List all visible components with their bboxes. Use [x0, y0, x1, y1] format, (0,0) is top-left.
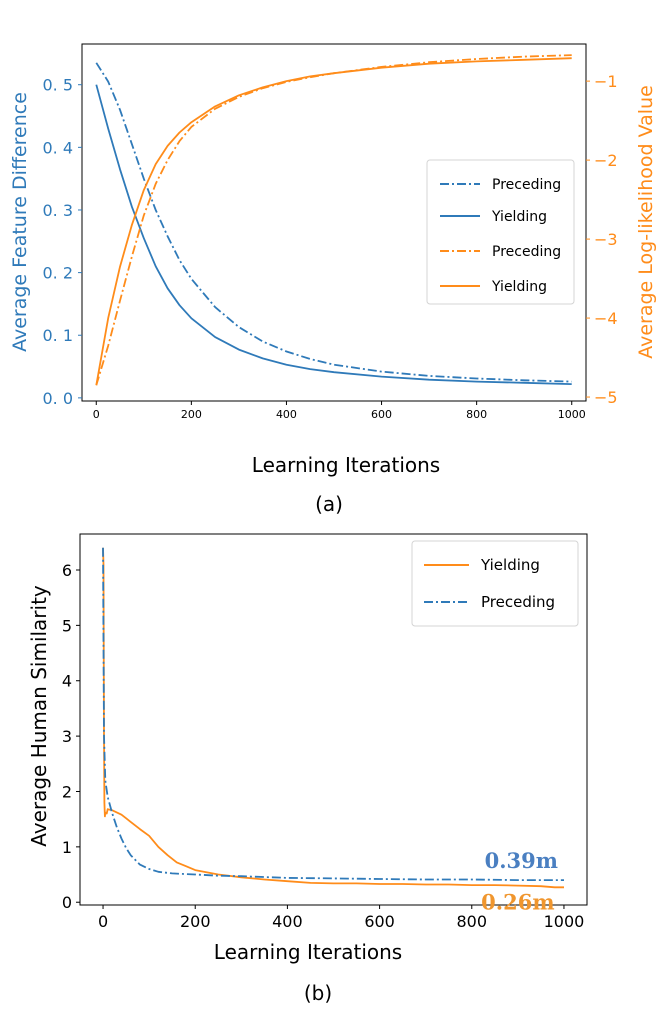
panel-a-series-yielding-left	[95, 84, 572, 385]
panel-a-left-y-tick-label: 0. 2	[42, 264, 73, 283]
panel-a-right-y-tick-label: −5	[594, 388, 618, 407]
panel-a-right-y-tick-label: −1	[594, 72, 618, 91]
panel-a-x-tick-label: 1000	[558, 408, 586, 421]
panel-a-right-y-tick-label: −3	[594, 230, 618, 249]
panel-b-x-axis-label: Learning Iterations	[214, 940, 402, 964]
panel-b-annotation-yielding: 0.26m	[481, 889, 554, 914]
panel-b-y-ticks: 0 1 2 3 4 5 6	[62, 561, 80, 912]
panel-a-x-tick-label: 800	[466, 408, 487, 421]
legend-b-preceding-label: Preceding	[481, 593, 555, 611]
panel-b-x-tick-label: 400	[272, 912, 303, 931]
panel-a-plot-frame	[81, 43, 587, 402]
panel-b-annotation-preceding: 0.39m	[485, 848, 558, 873]
panel-b-annotations: 0.39m 0.26m	[481, 848, 558, 914]
panel-b-lines	[102, 547, 564, 889]
panel-a-x-tick-label: 200	[181, 408, 202, 421]
panel-a-right-y-tick-label: −2	[594, 151, 618, 170]
panel-b-x-tick-label: 800	[456, 912, 487, 931]
panel-b-series-yielding	[102, 547, 564, 889]
panel-a-left-y-tick-label: 0. 3	[42, 201, 73, 220]
legend-a-yielding-orange-label: Yielding	[491, 279, 547, 295]
panel-a-x-tick-label: 0	[93, 408, 100, 421]
panel-a-left-y-tick-label: 0. 1	[42, 326, 73, 345]
panel-b-y-tick-label: 6	[62, 561, 72, 580]
panel-b-x-tick-label: 0	[98, 912, 108, 931]
panel-a-x-tick-label: 400	[276, 408, 297, 421]
legend-a-preceding-orange-label: Preceding	[492, 244, 561, 260]
panel-a-lines	[95, 54, 572, 386]
panel-a-left-y-axis-label: Average Feature Difference	[9, 92, 31, 352]
panel-b-legend: Yielding Preceding	[411, 540, 579, 627]
panel-a-right-y-tick-label: −4	[594, 309, 618, 328]
legend-a-preceding-blue-label: Preceding	[492, 177, 561, 193]
panel-a-legend: Preceding Yielding Preceding Yielding	[426, 159, 575, 305]
panel-b-x-ticks: 0 200 400 600 800 1000	[98, 905, 584, 931]
panel-b-y-tick-label: 1	[62, 838, 72, 857]
panel-b-y-tick-label: 4	[62, 672, 72, 691]
panel-a: 0 200 400 600 800 1000 0. 00. 10. 20. 30. 40.…	[9, 43, 657, 516]
panel-a-series-preceding-right	[95, 54, 572, 386]
panel-a-left-y-tick-label: 0. 0	[42, 389, 73, 408]
panel-a-legend-box	[426, 159, 575, 305]
panel-b-x-tick-label: 600	[364, 912, 395, 931]
panel-b-y-axis-label: Average Human Similarity	[27, 585, 51, 847]
panel-a-left-y-tick-label: 0. 4	[42, 138, 73, 157]
panel-a-right-y-axis-label: Average Log-likelihood Value	[635, 85, 657, 359]
panel-b-y-tick-label: 5	[62, 616, 72, 635]
legend-b-yielding-label: Yielding	[480, 556, 540, 574]
panel-a-series-yielding-right	[95, 57, 572, 386]
panel-b: 0 200 400 600 800 1000 0 1 2 3 4 5 6 0.39m 0.26m Lea…	[27, 533, 588, 1005]
panel-b-label: (b)	[304, 981, 332, 1005]
panel-a-left-y-tick-label: 0. 5	[42, 76, 73, 95]
panel-a-x-tick-label: 600	[371, 408, 392, 421]
panel-b-x-tick-label: 200	[180, 912, 211, 931]
panel-a-right-y-ticks: −5 −4 −3 −2 −1	[586, 72, 618, 407]
panel-b-legend-box	[411, 540, 579, 627]
panel-b-y-tick-label: 0	[62, 893, 72, 912]
panel-a-x-ticks: 0 200 400 600 800 1000	[93, 401, 586, 421]
panel-b-series-preceding	[102, 547, 564, 881]
panel-a-x-axis-label: Learning Iterations	[252, 453, 440, 477]
panel-a-label: (a)	[315, 492, 343, 516]
panel-a-left-y-ticks: 0. 0 0. 1 0. 2 0. 3 0. 4 0. 5	[42, 76, 82, 408]
legend-a-yielding-blue-label: Yielding	[491, 209, 547, 225]
panel-b-x-tick-label: 1000	[544, 912, 585, 931]
panel-a-series-preceding-left	[95, 62, 572, 383]
panel-b-y-tick-label: 3	[62, 727, 72, 746]
panel-b-y-tick-label: 2	[62, 782, 72, 801]
panel-b-plot-frame	[79, 533, 588, 906]
